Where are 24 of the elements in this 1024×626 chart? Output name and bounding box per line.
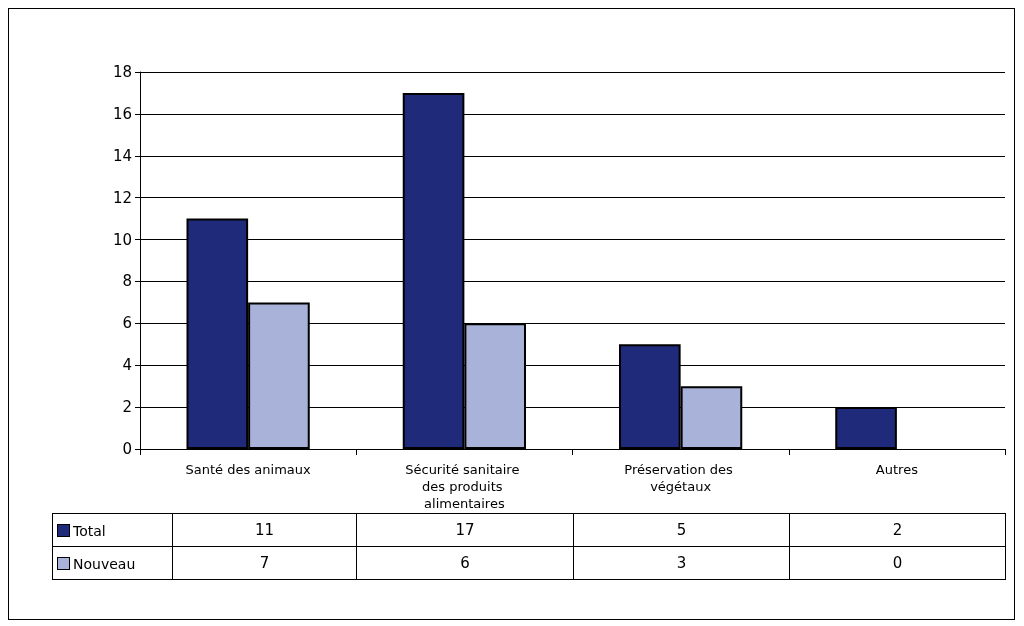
y-tick-label: 18 <box>112 63 132 81</box>
data-label: 17 <box>356 513 574 547</box>
y-tick-label: 4 <box>122 356 132 375</box>
data-label: 3 <box>573 546 790 580</box>
y-tick-label: 6 <box>122 314 132 333</box>
data-label: 6 <box>356 546 574 580</box>
y-tick-label: 8 <box>122 272 132 291</box>
data-label: 11 <box>172 513 357 547</box>
y-tick-label: 10 <box>112 230 132 249</box>
x-tick-label: Autres <box>875 462 919 477</box>
y-tick-label: 12 <box>112 188 132 207</box>
data-label: 0 <box>789 546 1006 580</box>
x-tick-label: Sécurité sanitaire des produits alimentaires <box>405 462 524 511</box>
x-tick-label: Préservation des végétaux <box>624 462 737 494</box>
y-tick-label: 14 <box>112 146 132 165</box>
legend-label: Nouveau <box>73 555 136 572</box>
y-tick-label: 2 <box>122 398 132 417</box>
x-tick-label: Santé des animaux <box>185 462 312 477</box>
y-tick-label: 0 <box>122 440 132 458</box>
data-label: 5 <box>573 513 790 547</box>
data-label: 2 <box>789 513 1006 547</box>
legend-label: Total <box>73 522 106 539</box>
data-label: 7 <box>172 546 357 580</box>
y-tick-label: 16 <box>112 104 132 123</box>
